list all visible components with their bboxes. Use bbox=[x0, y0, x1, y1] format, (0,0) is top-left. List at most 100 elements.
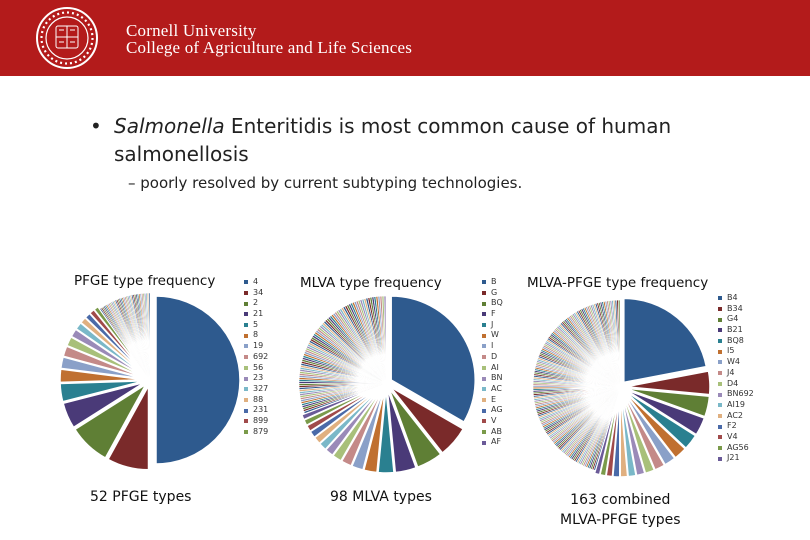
mlva-legend-label: W bbox=[491, 330, 499, 340]
mlva-pfge-legend-swatch bbox=[718, 435, 722, 440]
pfge-slice-21 bbox=[62, 381, 145, 429]
pfge-legend-label: 899 bbox=[253, 415, 269, 425]
header-banner: Cornell University College of Agricultur… bbox=[0, 0, 810, 76]
pfge-legend-swatch bbox=[244, 387, 248, 392]
mlva-legend-item: W bbox=[482, 330, 503, 341]
bullet-main-rest: Enteritidis is most common cause of huma… bbox=[114, 114, 672, 166]
pfge-legend-swatch bbox=[244, 312, 248, 317]
mlva-pfge-legend-swatch bbox=[718, 371, 722, 376]
pfge-legend-swatch bbox=[244, 365, 248, 370]
mlva-pfge-legend-swatch bbox=[718, 445, 722, 450]
mlva-pfge-legend-item: BN692 bbox=[718, 389, 754, 400]
mlva-legend-item: J bbox=[482, 320, 503, 331]
pfge-legend-item: 8 bbox=[244, 330, 268, 341]
mlva-pfge-legend-item: AC2 bbox=[718, 411, 754, 422]
mlva-legend-swatch bbox=[482, 429, 486, 434]
mlva-pfge-legend-label: W4 bbox=[727, 357, 740, 367]
mlva-pfge-legend-label: G4 bbox=[727, 314, 739, 324]
mlva-pfge-legend-label: I5 bbox=[727, 346, 735, 356]
mlva-legend-swatch bbox=[482, 440, 486, 445]
mlva-legend-label: B bbox=[491, 277, 497, 286]
mlva-legend-swatch bbox=[482, 355, 486, 360]
bullet-main-text: Salmonella Enteritidis is most common ca… bbox=[114, 112, 714, 168]
pfge-legend-label: 34 bbox=[253, 287, 264, 297]
mlva-legend-label: J bbox=[491, 319, 494, 329]
mlva-pfge-caption: 163 combined MLVA-PFGE types bbox=[560, 492, 681, 528]
pfge-slice-8 bbox=[59, 368, 145, 384]
pfge-legend-item: 899 bbox=[244, 416, 268, 427]
mlva-legend-swatch bbox=[482, 365, 486, 370]
pfge-slice-5 bbox=[59, 380, 145, 403]
mlva-legend-label: G bbox=[491, 287, 498, 297]
mlva-pfge-slice-J21 bbox=[593, 392, 620, 476]
pfge-caption: 52 PFGE types bbox=[90, 489, 192, 505]
mlva-slice-BQ bbox=[388, 387, 442, 469]
pfge-slice-879 bbox=[93, 305, 148, 376]
pfge-legend-label: 2 bbox=[253, 298, 259, 308]
pfge-legend-label: 327 bbox=[253, 383, 269, 393]
mlva-slice-J bbox=[377, 388, 395, 473]
mlva-pfge-legend-label: D4 bbox=[727, 378, 739, 388]
pfge-slice-4 bbox=[155, 295, 241, 465]
mlva-chart-title: MLVA type frequency bbox=[300, 275, 442, 291]
mlva-pfge-legend: B4 B34 G4 B21 BQ8 I5 W4 J4 D4 BN692 AI19 AC2 F2 V4 AG5… bbox=[718, 293, 754, 464]
mlva-pfge-legend-swatch bbox=[718, 296, 722, 301]
bullet-sub: – poorly resolved by current subtyping t… bbox=[128, 174, 523, 192]
mlva-legend-label: AC bbox=[491, 383, 502, 393]
mlva-pfge-legend-item: AG56 bbox=[718, 443, 754, 454]
mlva-pfge-legend-swatch bbox=[718, 360, 722, 365]
mlva-legend-item: I bbox=[482, 341, 503, 352]
mlva-pfge-legend-item: G4 bbox=[718, 314, 754, 325]
pfge-legend-item: 2 bbox=[244, 298, 268, 309]
mlva-legend-label: E bbox=[491, 394, 497, 404]
mlva-legend-swatch bbox=[482, 301, 486, 306]
pfge-legend-item: 692 bbox=[244, 352, 268, 363]
mlva-pfge-legend-swatch bbox=[718, 403, 722, 408]
pfge-legend-swatch bbox=[244, 280, 248, 285]
mlva-legend-item: BN bbox=[482, 373, 503, 384]
mlva-pfge-legend-item: D4 bbox=[718, 379, 754, 390]
pfge-slice-34 bbox=[107, 385, 150, 471]
mlva-pfge-legend-item: W4 bbox=[718, 357, 754, 368]
college-name: College of Agriculture and Life Sciences bbox=[126, 38, 413, 57]
mlva-pfge-legend-swatch bbox=[718, 381, 722, 386]
mlva-legend-swatch bbox=[482, 312, 486, 317]
mlva-pie-chart bbox=[298, 295, 476, 473]
mlva-legend-label: F bbox=[491, 309, 496, 319]
mlva-pfge-legend-item: F2 bbox=[718, 421, 754, 432]
mlva-pfge-legend-label: AI19 bbox=[727, 399, 746, 409]
mlva-legend-label: AB bbox=[491, 426, 502, 436]
mlva-legend-label: AG bbox=[491, 405, 503, 415]
mlva-legend: B G BQ F J W I D AI BN AC E AG V AB AF bbox=[482, 277, 503, 448]
pfge-slice-2 bbox=[73, 383, 147, 460]
pfge-legend-item: 879 bbox=[244, 427, 268, 438]
mlva-pfge-legend-item: I5 bbox=[718, 346, 754, 357]
pfge-legend-label: 5 bbox=[253, 319, 259, 329]
bullet-dot: • bbox=[90, 114, 102, 138]
pfge-slice-19 bbox=[59, 356, 145, 380]
pfge-legend-item: 56 bbox=[244, 363, 268, 374]
mlva-legend-item: AI bbox=[482, 363, 503, 374]
pfge-legend-swatch bbox=[244, 344, 248, 349]
mlva-pfge-legend-swatch bbox=[718, 328, 722, 333]
mlva-legend-label: BN bbox=[491, 373, 503, 383]
cornell-seal-icon bbox=[36, 7, 98, 69]
pfge-legend-item: 21 bbox=[244, 309, 268, 320]
mlva-slice-G bbox=[389, 386, 465, 455]
mlva-legend-item: V bbox=[482, 416, 503, 427]
mlva-legend-label: AF bbox=[491, 437, 502, 447]
pfge-legend: 4 34 2 21 5 8 19 692 56 23 327 88 231 899 879 bbox=[244, 277, 268, 437]
mlva-pfge-legend-item: BQ8 bbox=[718, 336, 754, 347]
mlva-pfge-slice-I5 bbox=[623, 390, 687, 459]
mlva-legend-item: BQ bbox=[482, 298, 503, 309]
mlva-legend-item: AF bbox=[482, 437, 503, 448]
pfge-legend-item: 327 bbox=[244, 384, 268, 395]
mlva-pfge-legend-label: J4 bbox=[727, 367, 735, 377]
mlva-legend-item: AC bbox=[482, 384, 503, 395]
mlva-legend-item: F bbox=[482, 309, 503, 320]
mlva-pfge-legend-label: BN692 bbox=[727, 389, 754, 399]
pfge-legend-label: 4 bbox=[253, 277, 259, 286]
mlva-legend-swatch bbox=[482, 333, 486, 338]
mlva-caption: 98 MLVA types bbox=[330, 489, 432, 505]
pfge-legend-label: 23 bbox=[253, 373, 264, 383]
